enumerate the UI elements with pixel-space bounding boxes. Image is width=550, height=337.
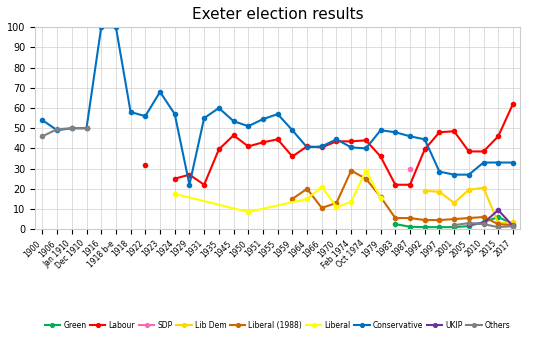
Conservative bbox=[392, 130, 399, 134]
Green bbox=[510, 222, 516, 226]
Conservative bbox=[318, 144, 325, 148]
Liberal (1988) bbox=[421, 218, 428, 222]
Conservative bbox=[98, 25, 104, 29]
Green bbox=[406, 225, 413, 229]
Lib Dem bbox=[451, 201, 458, 205]
Conservative bbox=[201, 116, 207, 120]
UKIP bbox=[480, 221, 487, 225]
Liberal (1988) bbox=[480, 215, 487, 219]
Conservative bbox=[304, 145, 310, 149]
Conservative bbox=[245, 124, 251, 128]
Conservative bbox=[495, 160, 502, 164]
Conservative bbox=[362, 146, 369, 150]
Conservative bbox=[186, 183, 192, 187]
Conservative bbox=[230, 119, 237, 123]
Line: Green: Green bbox=[393, 215, 515, 229]
Liberal (1988) bbox=[465, 216, 472, 220]
Line: Liberal: Liberal bbox=[173, 168, 383, 214]
Liberal (1988) bbox=[289, 197, 296, 201]
Conservative bbox=[510, 160, 516, 164]
Lib Dem bbox=[480, 186, 487, 190]
Green bbox=[480, 220, 487, 224]
Liberal bbox=[348, 200, 355, 204]
Liberal (1988) bbox=[362, 177, 369, 181]
Liberal (1988) bbox=[377, 195, 384, 199]
Conservative bbox=[465, 173, 472, 177]
Green bbox=[436, 225, 443, 229]
Liberal bbox=[245, 210, 251, 214]
Line: Others: Others bbox=[40, 126, 89, 139]
Liberal (1988) bbox=[392, 216, 399, 220]
Lib Dem bbox=[495, 221, 502, 225]
Liberal bbox=[304, 197, 310, 201]
Conservative bbox=[69, 126, 75, 130]
Others bbox=[54, 127, 60, 131]
Conservative bbox=[480, 160, 487, 164]
Conservative bbox=[260, 117, 266, 121]
Others bbox=[69, 126, 75, 130]
Liberal (1988) bbox=[333, 201, 340, 205]
Liberal bbox=[377, 196, 384, 200]
UKIP bbox=[465, 222, 472, 226]
Lib Dem bbox=[465, 188, 472, 192]
Conservative bbox=[421, 137, 428, 141]
Liberal (1988) bbox=[348, 168, 355, 173]
Lib Dem bbox=[510, 220, 516, 224]
Conservative bbox=[406, 134, 413, 138]
Liberal (1988) bbox=[304, 187, 310, 191]
Green bbox=[421, 225, 428, 229]
Conservative bbox=[39, 118, 46, 122]
Liberal bbox=[318, 185, 325, 189]
Others bbox=[39, 134, 46, 138]
Green bbox=[495, 215, 502, 219]
Conservative bbox=[348, 145, 355, 149]
Conservative bbox=[451, 173, 458, 177]
Liberal (1988) bbox=[436, 218, 443, 222]
Liberal bbox=[362, 168, 369, 173]
Green bbox=[392, 222, 399, 226]
Conservative bbox=[333, 137, 340, 141]
UKIP bbox=[495, 208, 502, 212]
Conservative bbox=[127, 110, 134, 114]
Conservative bbox=[54, 128, 60, 132]
Conservative bbox=[274, 112, 281, 116]
Conservative bbox=[157, 90, 163, 94]
Line: UKIP: UKIP bbox=[467, 208, 515, 228]
UKIP bbox=[510, 224, 516, 228]
Conservative bbox=[83, 126, 90, 130]
Conservative bbox=[172, 112, 178, 116]
Legend: Green, Labour, SDP, Lib Dem, Liberal (1988), Liberal, Conservative, UKIP, Others: Green, Labour, SDP, Lib Dem, Liberal (19… bbox=[42, 318, 514, 333]
Conservative bbox=[436, 170, 443, 174]
Conservative bbox=[142, 114, 148, 118]
Conservative bbox=[216, 106, 222, 110]
Line: Lib Dem: Lib Dem bbox=[422, 186, 515, 225]
Title: Exeter election results: Exeter election results bbox=[192, 7, 364, 22]
Liberal bbox=[172, 192, 178, 196]
Others bbox=[83, 126, 90, 130]
Liberal (1988) bbox=[318, 206, 325, 210]
Lib Dem bbox=[436, 190, 443, 194]
Green bbox=[451, 225, 458, 229]
Conservative bbox=[289, 128, 296, 132]
Lib Dem bbox=[421, 189, 428, 193]
Liberal bbox=[333, 205, 340, 209]
Liberal (1988) bbox=[495, 222, 502, 226]
Green bbox=[465, 224, 472, 228]
Line: Conservative: Conservative bbox=[40, 25, 515, 187]
Conservative bbox=[113, 25, 119, 29]
Liberal (1988) bbox=[406, 216, 413, 220]
Line: Liberal (1988): Liberal (1988) bbox=[290, 168, 515, 227]
Liberal (1988) bbox=[510, 223, 516, 227]
Conservative bbox=[377, 128, 384, 132]
Liberal (1988) bbox=[451, 217, 458, 221]
